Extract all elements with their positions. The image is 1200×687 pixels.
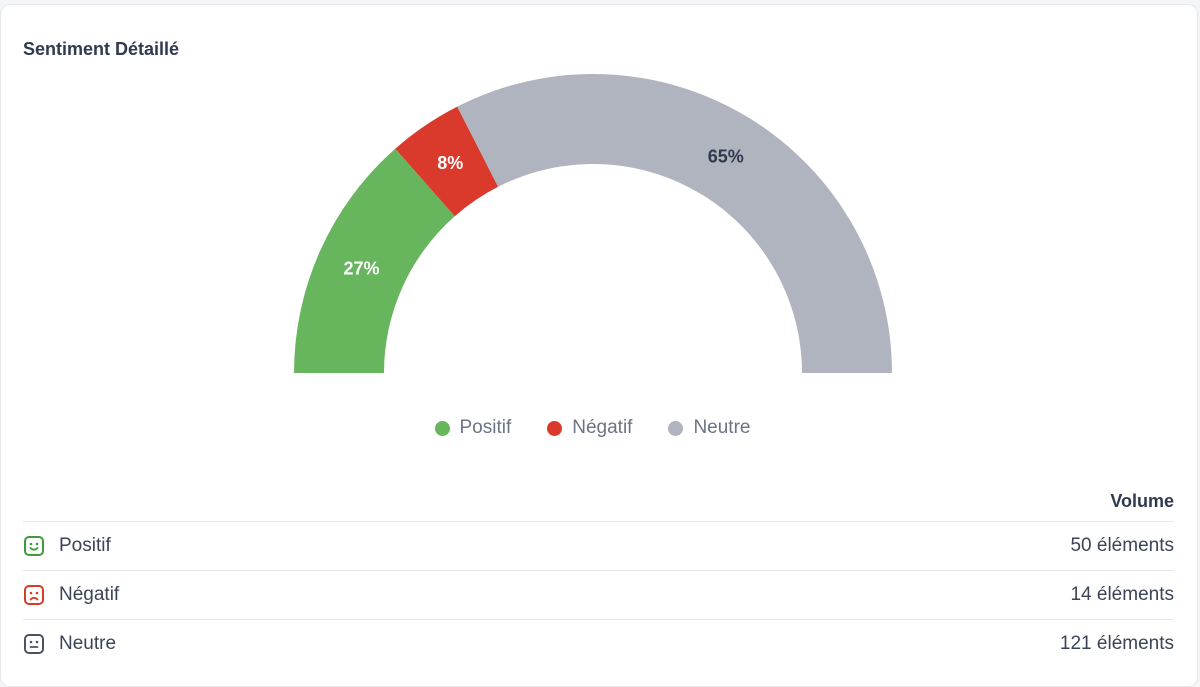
table-header: Volume (23, 481, 1174, 522)
sentiment-gauge-chart: 27% 8% 65% (294, 74, 892, 374)
legend-dot-positif (434, 420, 450, 436)
row-label: Négatif (59, 584, 120, 605)
legend-label: Positif (459, 417, 512, 438)
legend-item-negatif[interactable]: Négatif (547, 417, 632, 439)
gauge-segment-neutre[interactable] (457, 74, 892, 374)
gauge-data-label: 65% (708, 146, 744, 166)
table-row-negatif: Négatif 14 éléments (23, 571, 1174, 620)
gauge-data-label: 8% (437, 153, 463, 173)
table-row-positif: Positif 50 éléments (23, 522, 1174, 571)
gauge-segment-positif[interactable] (294, 148, 455, 373)
row-volume: 14 éléments (1070, 584, 1174, 605)
legend-item-positif[interactable]: Positif (434, 417, 512, 439)
smile-icon (24, 536, 44, 556)
sentiment-card: Sentiment Détaillé 27% 8% 65% Positif Néga… (0, 4, 1198, 687)
chart-legend: Positif Négatif Neutre (1, 417, 1184, 439)
card-title: Sentiment Détaillé (23, 39, 180, 59)
legend-dot-neutre (668, 420, 684, 436)
volume-column-header: Volume (1110, 490, 1174, 511)
legend-label: Neutre (693, 417, 751, 438)
row-volume: 50 éléments (1070, 535, 1174, 556)
volume-table: Volume Positif 50 éléments (23, 481, 1174, 668)
legend-dot-negatif (547, 420, 563, 436)
legend-item-neutre[interactable]: Neutre (668, 417, 750, 439)
table-row-neutre: Neutre 121 éléments (23, 620, 1174, 668)
row-volume: 121 éléments (1059, 633, 1174, 654)
gauge-segment-negatif[interactable] (395, 106, 499, 217)
legend-label: Négatif (572, 417, 633, 438)
row-label: Neutre (59, 633, 117, 654)
neutral-face-icon (24, 634, 44, 654)
gauge-data-label: 27% (343, 258, 379, 278)
frown-icon (24, 585, 44, 605)
row-label: Positif (59, 535, 111, 556)
